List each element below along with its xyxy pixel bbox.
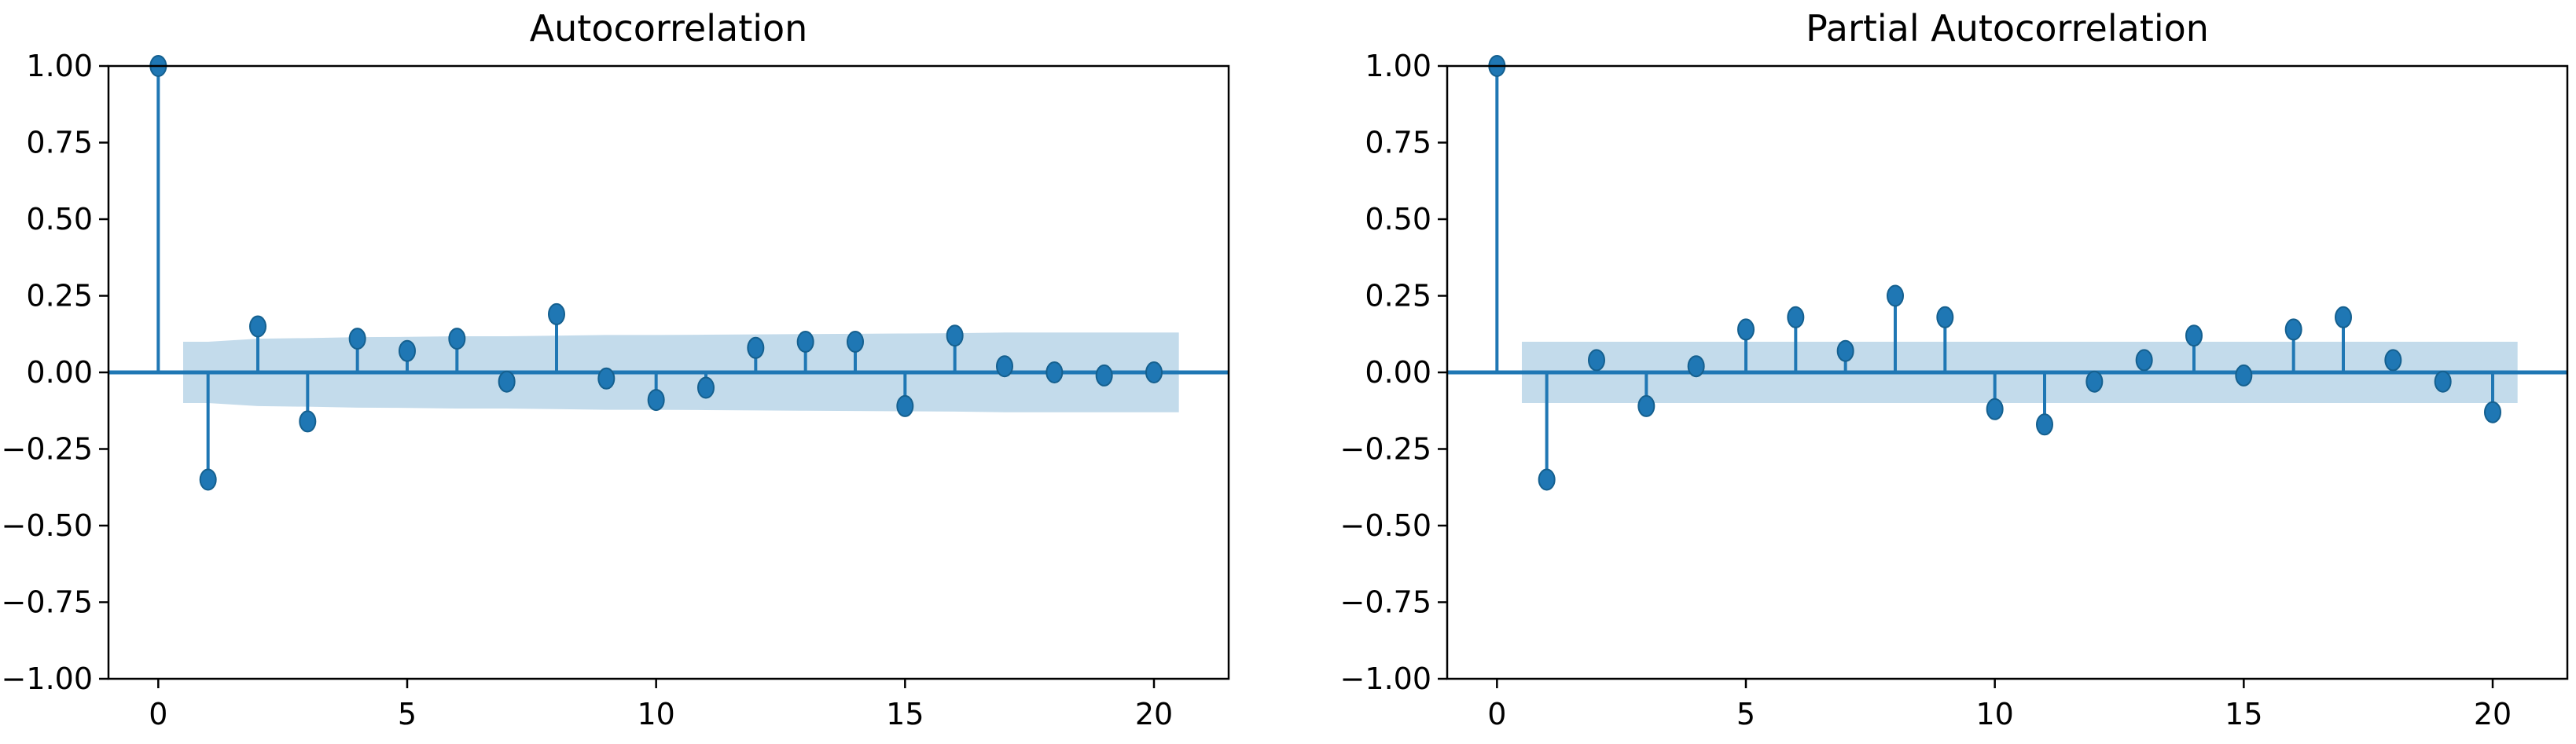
pacf-marker-lag-5: [1737, 318, 1755, 341]
pacf-xtick-label: 5: [1736, 697, 1755, 731]
acf-marker-lag-6: [448, 328, 466, 350]
acf-xtick-label: 20: [1135, 697, 1173, 731]
pacf-marker-lag-9: [1936, 306, 1954, 328]
acf-marker-lag-19: [1095, 364, 1113, 387]
pacf-marker-lag-12: [2085, 370, 2104, 393]
pacf-ytick-label: −0.25: [1340, 432, 1431, 467]
acf-ytick-label: 0.25: [26, 279, 93, 313]
acf-marker-lag-9: [597, 367, 616, 390]
pacf-marker-lag-15: [2235, 364, 2253, 387]
pacf-marker-lag-1: [1538, 468, 1556, 491]
pacf-marker-lag-20: [2484, 401, 2501, 423]
pacf-marker-lag-18: [2384, 349, 2402, 372]
pacf-marker-lag-11: [2036, 413, 2053, 436]
acf-marker-lag-3: [299, 410, 317, 433]
acf-marker-lag-8: [548, 302, 565, 325]
acf-marker-lag-20: [1145, 361, 1163, 383]
pacf-marker-lag-2: [1588, 349, 1605, 372]
pacf-ytick-label: 0.50: [1365, 202, 1431, 236]
pacf-marker-lag-13: [2135, 349, 2153, 372]
pacf-marker-lag-8: [1887, 284, 1904, 307]
pacf-ytick-label: 0.75: [1365, 126, 1431, 160]
acf-marker-lag-15: [896, 394, 914, 417]
pacf-marker-lag-10: [1986, 398, 2004, 420]
acf-marker-lag-18: [1045, 361, 1064, 383]
pacf-marker-lag-6: [1787, 306, 1805, 328]
acf-ytick-label: −0.75: [2, 585, 93, 620]
acf-ytick-label: 0.75: [26, 126, 93, 160]
pacf-marker-lag-7: [1836, 339, 1854, 362]
acf-ytick-label: 0.00: [26, 355, 93, 390]
pacf-ytick-label: −0.75: [1340, 585, 1431, 620]
pacf-ytick-label: 0.25: [1365, 279, 1431, 313]
pacf-ytick-label: −1.00: [1340, 662, 1431, 696]
pacf-xtick-label: 10: [1975, 697, 2013, 731]
acf-marker-lag-4: [348, 328, 366, 350]
acf-ytick-label: 0.50: [26, 202, 93, 236]
acf-xtick-label: 15: [886, 697, 924, 731]
pacf-marker-lag-3: [1637, 394, 1655, 417]
acf-xtick-label: 0: [149, 697, 167, 731]
pacf-xtick-label: 0: [1487, 697, 1506, 731]
pacf-marker-lag-14: [2185, 324, 2203, 347]
acf-title: Autocorrelation: [530, 7, 808, 49]
pacf-ytick-label: 1.00: [1365, 49, 1431, 83]
acf-marker-lag-17: [996, 355, 1013, 378]
pacf-marker-lag-19: [2434, 370, 2452, 393]
acf-marker-lag-10: [647, 389, 665, 412]
pacf-marker-lag-4: [1687, 355, 1705, 378]
pacf-xtick-label: 20: [2474, 697, 2512, 731]
pacf-xtick-label: 15: [2225, 697, 2262, 731]
acf-ytick-label: −1.00: [2, 662, 93, 696]
acf-marker-lag-13: [796, 331, 814, 353]
pacf-title: Partial Autocorrelation: [1806, 7, 2209, 49]
pacf-marker-lag-16: [2284, 318, 2302, 341]
pacf-ytick-label: −0.50: [1340, 508, 1431, 543]
pacf-ytick-label: 0.00: [1365, 355, 1431, 390]
acf-xtick-label: 5: [398, 697, 417, 731]
acf-ytick-label: −0.25: [2, 432, 93, 467]
acf-ytick-label: 1.00: [26, 49, 93, 83]
acf-marker-lag-2: [249, 315, 266, 338]
acf-marker-lag-1: [199, 468, 217, 491]
acf-marker-lag-7: [498, 370, 516, 393]
acf-marker-lag-5: [399, 339, 416, 362]
acf-marker-lag-12: [747, 336, 765, 359]
pacf-panel: Partial Autocorrelation 1.00 0.75 0.50 0.25 0…: [1340, 7, 2569, 731]
acf-marker-lag-11: [697, 376, 715, 399]
acf-marker-lag-14: [847, 331, 864, 353]
acf-panel: Autocorrelation 1.00 0.75 0.50 0.25 0.00 −0.25…: [2, 7, 1230, 731]
acf-ytick-label: −0.50: [2, 508, 93, 543]
acf-marker-lag-16: [946, 324, 964, 347]
pacf-marker-lag-17: [2335, 306, 2352, 328]
acf-xtick-label: 10: [637, 697, 674, 731]
